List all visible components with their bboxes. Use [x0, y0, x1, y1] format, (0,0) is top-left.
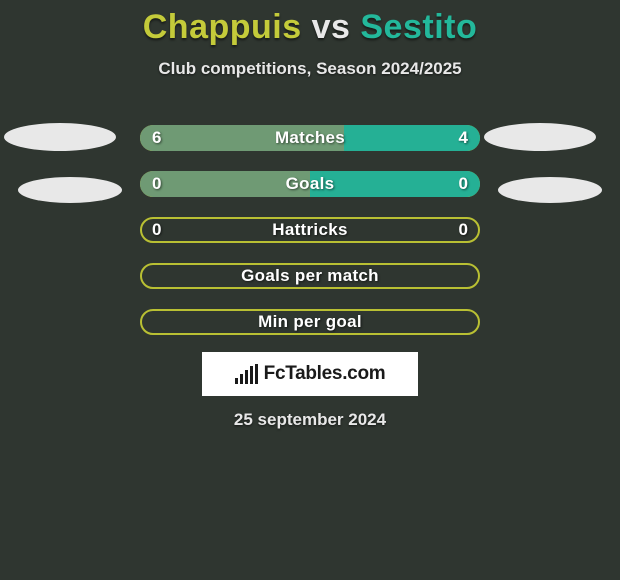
- stat-value-right: 0: [459, 217, 468, 243]
- stat-row: Matches6 4: [0, 125, 620, 151]
- stat-label: Min per goal: [140, 309, 480, 335]
- player-2-name: Sestito: [360, 8, 477, 46]
- stats-rows: Matches64Goals00Hattricks00Goals per mat…: [0, 125, 620, 355]
- stat-value-right: 0: [459, 171, 468, 197]
- stat-label: Matches: [140, 125, 480, 151]
- stat-value-left: 0: [152, 171, 161, 197]
- title-vs: vs: [302, 8, 361, 46]
- fctables-logo: FcTables.com: [202, 352, 418, 396]
- comparison-card: Chappuis vs Sestito Club competitions, S…: [0, 0, 620, 580]
- stat-row: Goals per match: [0, 263, 620, 289]
- player-1-name: Chappuis: [143, 8, 302, 46]
- logo-bars-icon: [235, 364, 258, 384]
- stat-value-right: 4: [459, 125, 468, 151]
- stat-value-left: 0: [152, 217, 161, 243]
- date-text: 25 september 2024: [0, 410, 620, 430]
- subtitle: Club competitions, Season 2024/2025: [0, 59, 620, 79]
- stat-label: Hattricks: [140, 217, 480, 243]
- stat-value-left: 6: [152, 125, 161, 151]
- stat-row: Goals0 0: [0, 171, 620, 197]
- stat-label: Goals: [140, 171, 480, 197]
- stat-label: Goals per match: [140, 263, 480, 289]
- logo-text: FcTables.com: [264, 363, 386, 385]
- stat-row: Min per goal: [0, 309, 620, 335]
- stat-row: Hattricks0 0: [0, 217, 620, 243]
- page-title: Chappuis vs Sestito: [0, 0, 620, 47]
